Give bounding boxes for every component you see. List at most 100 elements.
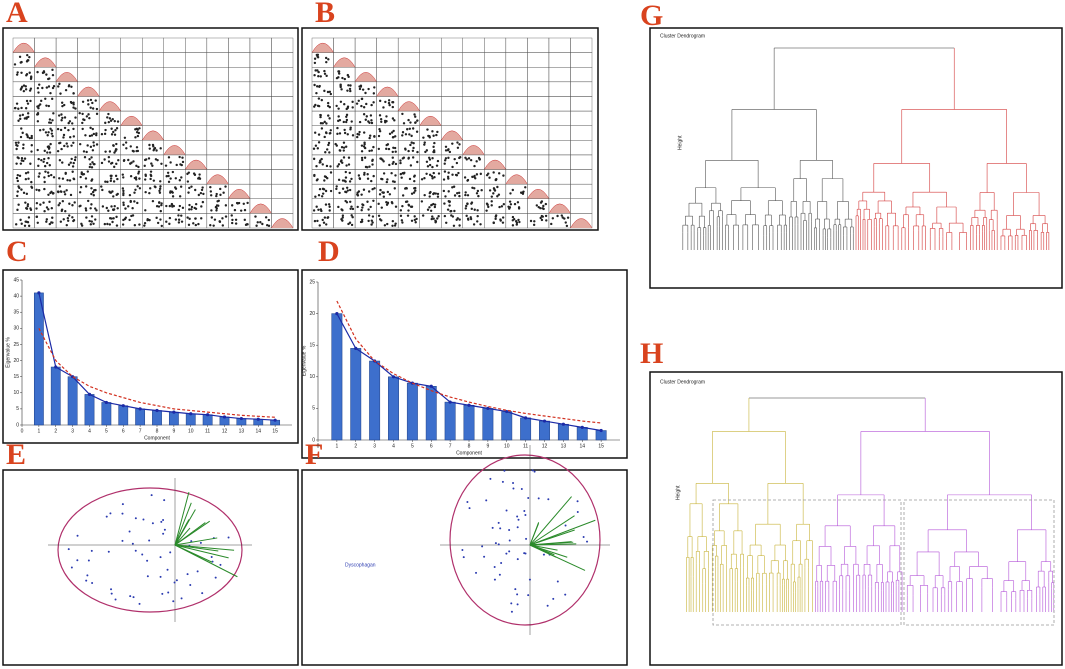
- biplot-point: [227, 536, 230, 539]
- point: [54, 365, 58, 369]
- matrix-dot: [94, 218, 97, 221]
- biplot-point: [508, 550, 511, 553]
- matrix-dot: [405, 186, 408, 190]
- matrix-dot: [24, 88, 28, 91]
- matrix-dot: [318, 84, 321, 88]
- matrix-dot: [86, 170, 89, 173]
- matrix-dot: [394, 150, 397, 153]
- matrix-dot: [151, 164, 154, 167]
- matrix-dot: [108, 223, 112, 226]
- matrix-dot: [446, 208, 450, 211]
- matrix-dot: [47, 131, 50, 134]
- matrix-dot: [346, 89, 349, 92]
- biplot-point: [497, 521, 500, 524]
- matrix-dot: [509, 192, 512, 195]
- matrix-dot: [72, 219, 76, 222]
- matrix-dot: [411, 127, 415, 130]
- matrix-dot: [390, 131, 394, 134]
- matrix-dot: [498, 205, 501, 209]
- matrix-dot: [465, 158, 468, 161]
- matrix-cell: [142, 37, 164, 53]
- matrix-dot: [326, 90, 330, 94]
- y-tick-label: 25: [13, 342, 19, 348]
- matrix-cell: [354, 52, 377, 68]
- matrix-dot: [186, 180, 190, 183]
- loading-arrow: [529, 496, 572, 546]
- matrix-dot: [86, 99, 90, 102]
- matrix-dot: [95, 107, 99, 111]
- matrix-dot: [178, 179, 182, 182]
- matrix-dot: [58, 177, 61, 180]
- matrix-dot: [391, 180, 395, 183]
- matrix-dot: [422, 136, 425, 139]
- biplot-point: [524, 552, 527, 555]
- matrix-dot: [423, 141, 426, 144]
- matrix-dot: [540, 214, 544, 218]
- panel-letter: C: [6, 235, 28, 268]
- matrix-dot: [71, 204, 74, 207]
- biplot-point: [508, 528, 511, 531]
- matrix-dot: [59, 220, 63, 223]
- matrix-dot: [170, 203, 174, 207]
- x-tick-label: 12: [222, 428, 228, 434]
- matrix-dot: [338, 132, 342, 135]
- matrix-dot: [378, 218, 382, 221]
- matrix-dot: [544, 214, 548, 218]
- matrix-density: [55, 72, 78, 82]
- matrix-dot: [198, 176, 201, 179]
- matrix-dot: [259, 221, 262, 224]
- matrix-dot: [385, 147, 388, 151]
- matrix-dot: [179, 185, 183, 188]
- matrix-cell: [271, 140, 294, 156]
- matrix-dot: [473, 187, 476, 190]
- matrix-cell: [142, 154, 164, 170]
- matrix-dot: [343, 131, 347, 135]
- matrix-dot: [243, 218, 246, 222]
- matrix-dot: [137, 172, 140, 175]
- matrix-cell: [484, 125, 507, 141]
- matrix-dot: [246, 201, 249, 205]
- matrix-dot: [388, 132, 392, 136]
- matrix-dot: [30, 180, 33, 184]
- matrix-dot: [394, 222, 397, 225]
- matrix-cell: [228, 140, 251, 156]
- matrix-dot: [81, 127, 84, 131]
- matrix-dot: [425, 160, 429, 163]
- matrix-dot: [169, 161, 172, 164]
- matrix-dot: [144, 173, 147, 176]
- matrix-cell: [228, 81, 251, 97]
- biplot-point: [150, 494, 153, 497]
- matrix-dot: [150, 162, 153, 165]
- matrix-dot: [197, 193, 201, 197]
- matrix-dot: [42, 201, 45, 204]
- matrix-dot: [92, 132, 96, 136]
- matrix-dot: [316, 56, 320, 59]
- matrix-dot: [319, 113, 322, 117]
- matrix-dot: [110, 205, 113, 208]
- matrix-dot: [341, 214, 345, 217]
- matrix-cell: [271, 198, 294, 214]
- point: [561, 422, 565, 426]
- matrix-dot: [341, 187, 345, 190]
- matrix-dot: [187, 171, 191, 174]
- matrix-cell: [505, 52, 528, 68]
- matrix-dot: [328, 209, 331, 212]
- matrix-dot: [112, 208, 115, 212]
- matrix-dot: [107, 209, 110, 212]
- matrix-dot: [89, 207, 92, 210]
- matrix-dot: [324, 151, 327, 154]
- matrix-dot: [48, 118, 52, 121]
- matrix-dot: [68, 120, 72, 123]
- matrix-dot: [84, 185, 88, 188]
- biplot-point: [483, 555, 486, 558]
- biplot-point: [211, 560, 214, 563]
- matrix-dot: [137, 165, 140, 169]
- matrix-dot: [401, 134, 404, 137]
- matrix-dot: [318, 187, 322, 191]
- matrix-dot: [416, 160, 419, 164]
- matrix-cell: [333, 110, 356, 126]
- matrix-dot: [30, 150, 33, 153]
- matrix-dot: [89, 145, 93, 149]
- matrix-dot: [148, 147, 151, 150]
- biplot-point: [121, 512, 124, 515]
